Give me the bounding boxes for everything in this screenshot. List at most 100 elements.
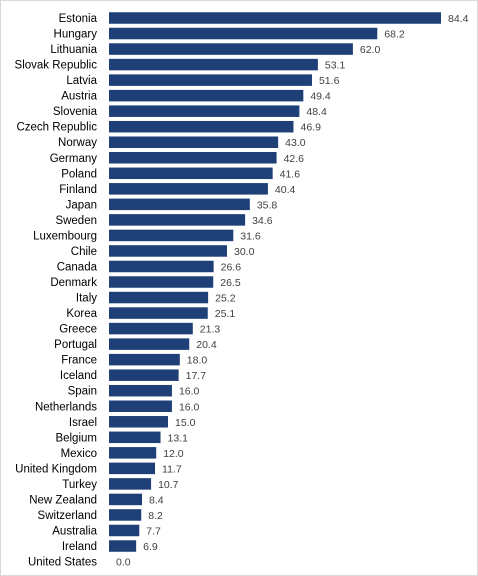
- category-label: France: [61, 355, 97, 367]
- bar: [109, 136, 279, 148]
- category-label: Finland: [59, 184, 97, 196]
- value-label: 15.0: [175, 417, 196, 429]
- category-label: Ireland: [62, 541, 97, 553]
- bar: [109, 431, 161, 444]
- bar: [109, 245, 228, 257]
- bar: [109, 152, 277, 164]
- value-label: 18.0: [187, 355, 208, 367]
- value-label: 8.2: [148, 510, 163, 522]
- category-label: Spain: [68, 386, 97, 398]
- value-label: 16.0: [179, 386, 200, 398]
- bar: [109, 291, 209, 304]
- value-label: 0.0: [116, 557, 131, 569]
- value-label: 21.3: [200, 324, 221, 336]
- value-label: 30.0: [234, 246, 255, 258]
- value-label: 84.4: [448, 13, 469, 25]
- category-label: New Zealand: [29, 494, 97, 506]
- category-label: Australia: [52, 525, 97, 537]
- bar: [109, 447, 157, 459]
- category-label: Turkey: [62, 479, 97, 491]
- value-label: 25.1: [215, 308, 236, 320]
- category-label: Belgium: [55, 432, 97, 444]
- bar: [109, 509, 142, 521]
- value-label: 46.9: [300, 122, 321, 134]
- value-label: 68.2: [384, 29, 405, 41]
- bar: [109, 276, 214, 288]
- category-label: Latvia: [66, 75, 97, 87]
- category-label: Israel: [69, 417, 97, 429]
- category-label: Lithuania: [50, 44, 97, 56]
- category-label: Slovak Republic: [15, 60, 98, 72]
- value-label: 62.0: [360, 44, 381, 56]
- bar: [109, 214, 246, 226]
- bar: [109, 198, 250, 211]
- value-label: 42.6: [284, 153, 305, 165]
- value-label: 49.4: [310, 91, 331, 103]
- value-label: 31.6: [240, 230, 261, 242]
- category-label: Canada: [57, 261, 98, 273]
- value-label: 13.1: [168, 432, 189, 444]
- bar: [109, 322, 193, 335]
- value-label: 53.1: [325, 60, 346, 72]
- bar: [109, 260, 214, 273]
- bar: [109, 12, 441, 24]
- category-label: Japan: [66, 199, 97, 211]
- category-label: United Kingdom: [15, 463, 97, 475]
- category-label: Chile: [71, 246, 97, 258]
- bar: [109, 27, 378, 40]
- bar: [109, 43, 353, 55]
- category-label: Mexico: [61, 448, 97, 460]
- value-label: 10.7: [158, 479, 179, 491]
- category-label: Luxembourg: [33, 230, 97, 242]
- value-label: 20.4: [196, 339, 217, 351]
- value-label: 7.7: [146, 525, 161, 537]
- bar: [109, 105, 300, 117]
- bar: [109, 540, 137, 552]
- value-label: 8.4: [149, 494, 164, 506]
- category-label: Switzerland: [38, 510, 97, 522]
- category-label: Czech Republic: [16, 122, 97, 134]
- value-label: 26.6: [221, 261, 242, 273]
- category-label: Italy: [76, 293, 97, 305]
- category-label: Germany: [50, 153, 98, 165]
- category-label: Austria: [61, 91, 97, 103]
- category-labels: Estonia Hungary Lithuania Slovak Republic La…: [15, 13, 98, 569]
- value-label: 25.2: [215, 293, 236, 305]
- value-label: 43.0: [285, 137, 306, 149]
- value-label: 51.6: [319, 75, 340, 87]
- bar: [109, 353, 180, 366]
- bar: [109, 183, 268, 195]
- bar: [109, 58, 318, 71]
- category-label: Poland: [61, 168, 97, 180]
- bar: [109, 478, 152, 490]
- value-label: 40.4: [275, 184, 296, 196]
- category-label: United States: [28, 557, 97, 569]
- bars: [109, 12, 441, 552]
- bar: [109, 74, 312, 86]
- category-label: Slovenia: [53, 106, 98, 118]
- bar: [109, 120, 294, 133]
- value-labels: 84.4 68.262.0 53.1 51.6 49.4 48.4 46.9 43.0 42.6…: [116, 13, 469, 569]
- bar: [109, 229, 234, 242]
- value-label: 48.4: [306, 106, 327, 118]
- bar: [109, 338, 190, 350]
- category-label: Norway: [58, 137, 97, 149]
- bar: [109, 369, 179, 381]
- value-label: 17.7: [186, 370, 207, 382]
- bar: [109, 493, 143, 506]
- value-label: 16.0: [179, 401, 200, 413]
- category-label: Iceland: [60, 370, 97, 382]
- value-label: 6.9: [143, 541, 158, 553]
- category-label: Netherlands: [35, 401, 97, 413]
- category-label: Korea: [66, 308, 97, 320]
- category-label: Portugal: [54, 339, 97, 351]
- value-label: 34.6: [252, 215, 273, 227]
- value-label: 35.8: [257, 199, 278, 211]
- category-label: Hungary: [54, 29, 98, 41]
- category-label: Sweden: [55, 215, 97, 227]
- bar: [109, 167, 273, 180]
- value-label: 12.0: [163, 448, 184, 460]
- category-label: Greece: [59, 324, 97, 336]
